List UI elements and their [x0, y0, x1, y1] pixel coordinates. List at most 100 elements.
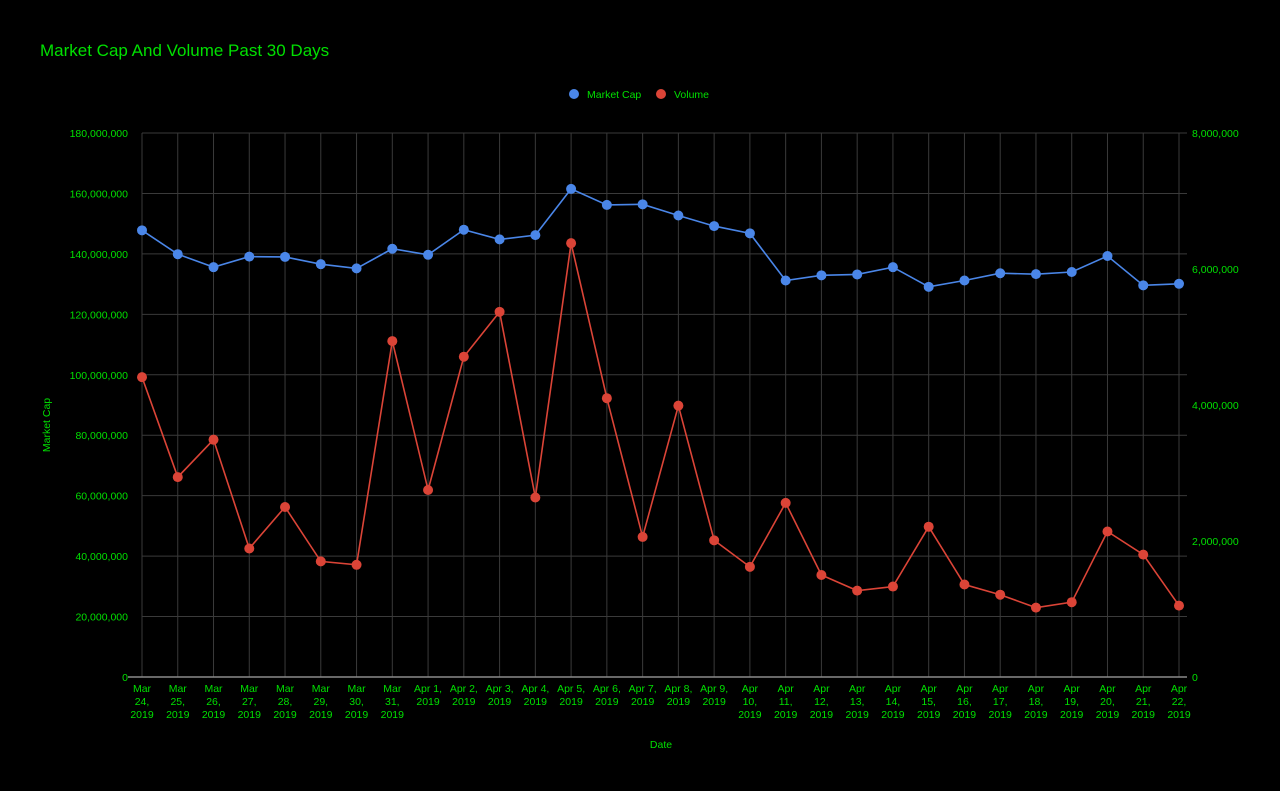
- market-cap-point[interactable]: [530, 230, 541, 241]
- x-tick-label: Apr 15, 2019: [917, 683, 941, 721]
- legend-label-market-cap[interactable]: Market Cap: [587, 89, 641, 101]
- y-left-tick-label: 120,000,000: [70, 309, 129, 321]
- y-left-tick-label: 60,000,000: [75, 491, 128, 503]
- volume-point[interactable]: [351, 559, 362, 570]
- x-tick-label: Mar 25, 2019: [166, 683, 190, 721]
- volume-point[interactable]: [387, 336, 398, 347]
- x-tick-label: Apr 17, 2019: [989, 683, 1013, 721]
- market-cap-point[interactable]: [458, 224, 469, 235]
- x-tick-label: Apr 12, 2019: [810, 683, 834, 721]
- axes: 0 20,000,000 40,000,000 60,000,000 80,000,00…: [70, 128, 1239, 721]
- y-left-tick-label: 160,000,000: [70, 188, 129, 200]
- market-cap-point[interactable]: [208, 262, 219, 273]
- y-left-tick-label: 80,000,000: [75, 430, 128, 442]
- market-cap-point[interactable]: [816, 270, 827, 281]
- volume-point[interactable]: [280, 502, 291, 512]
- x-axis-title: Date: [650, 739, 672, 751]
- volume-point[interactable]: [959, 579, 970, 590]
- x-tick-label: Apr 19, 2019: [1060, 683, 1084, 721]
- volume-point[interactable]: [709, 535, 720, 546]
- volume-point[interactable]: [1030, 602, 1041, 613]
- volume-point[interactable]: [1066, 597, 1077, 608]
- volume-point[interactable]: [423, 485, 434, 495]
- volume-line: [141, 242, 1180, 609]
- market-cap-point[interactable]: [923, 281, 934, 292]
- market-cap-point[interactable]: [1030, 269, 1041, 280]
- market-cap-point[interactable]: [1138, 280, 1149, 291]
- y-right-tick-label: 8,000,000: [1192, 128, 1239, 140]
- volume-point[interactable]: [780, 497, 791, 508]
- market-cap-point[interactable]: [780, 275, 791, 286]
- x-tick-label: Apr 7, 2019: [629, 683, 657, 708]
- volume-point[interactable]: [852, 585, 863, 596]
- volume-point[interactable]: [673, 400, 684, 411]
- legend[interactable]: Market Cap Volume: [569, 89, 709, 101]
- y-right-tick-label: 4,000,000: [1192, 400, 1239, 412]
- legend-label-volume[interactable]: Volume: [674, 89, 709, 101]
- x-tick-label: Apr 18, 2019: [1024, 683, 1048, 721]
- market-cap-point[interactable]: [280, 251, 291, 262]
- x-tick-label: Apr 21, 2019: [1132, 683, 1156, 721]
- market-cap-point[interactable]: [601, 199, 612, 210]
- market-cap-point[interactable]: [852, 269, 863, 280]
- volume-point[interactable]: [995, 589, 1006, 600]
- grid: [141, 132, 1187, 677]
- market-cap-point[interactable]: [423, 249, 434, 260]
- x-tick-label: Apr 1, 2019: [414, 683, 442, 708]
- market-cap-point[interactable]: [387, 243, 398, 254]
- legend-marker-market-cap[interactable]: [569, 89, 579, 99]
- market-cap-point[interactable]: [172, 249, 183, 260]
- volume-point[interactable]: [601, 393, 612, 404]
- x-tick-label: Apr 8, 2019: [664, 683, 692, 708]
- market-cap-point[interactable]: [1174, 278, 1184, 289]
- market-cap-point[interactable]: [959, 275, 970, 286]
- x-tick-label: Apr 3, 2019: [486, 683, 514, 708]
- volume-point[interactable]: [1174, 600, 1184, 611]
- volume-point[interactable]: [637, 531, 648, 542]
- volume-point[interactable]: [744, 561, 755, 572]
- market-cap-point[interactable]: [1066, 267, 1077, 278]
- volume-point[interactable]: [137, 372, 147, 383]
- y-left-tick-label: 100,000,000: [70, 370, 129, 382]
- market-cap-point[interactable]: [709, 221, 720, 232]
- market-cap-point[interactable]: [566, 183, 577, 194]
- volume-point[interactable]: [1102, 526, 1113, 537]
- x-tick-label: Apr 14, 2019: [881, 683, 905, 721]
- volume-point[interactable]: [172, 472, 183, 483]
- volume-point[interactable]: [244, 543, 255, 554]
- y-left-tick-label: 40,000,000: [75, 551, 128, 563]
- market-cap-point[interactable]: [887, 262, 898, 273]
- y-left-tick-label: 20,000,000: [75, 612, 128, 624]
- volume-point[interactable]: [923, 521, 934, 532]
- x-tick-label: Apr 4, 2019: [521, 683, 549, 708]
- legend-marker-volume[interactable]: [656, 89, 666, 99]
- volume-point[interactable]: [530, 492, 541, 503]
- market-cap-point[interactable]: [673, 210, 684, 221]
- x-tick-label: Apr 22, 2019: [1167, 683, 1191, 721]
- x-tick-label: Mar 24, 2019: [130, 683, 154, 721]
- x-tick-label: Apr 5, 2019: [557, 683, 585, 708]
- volume-point[interactable]: [887, 581, 898, 592]
- volume-point[interactable]: [315, 556, 326, 567]
- volume-point[interactable]: [208, 434, 219, 445]
- volume-point[interactable]: [1138, 549, 1149, 560]
- x-tick-label: Apr 16, 2019: [953, 683, 977, 721]
- market-cap-point[interactable]: [744, 228, 755, 239]
- market-cap-point[interactable]: [637, 199, 648, 210]
- volume-point[interactable]: [566, 238, 577, 249]
- market-cap-point[interactable]: [494, 234, 505, 245]
- market-cap-point[interactable]: [995, 268, 1006, 279]
- market-cap-point[interactable]: [137, 225, 147, 236]
- market-cap-point[interactable]: [244, 251, 255, 262]
- volume-point[interactable]: [458, 351, 469, 362]
- market-cap-point[interactable]: [315, 259, 326, 270]
- market-cap-point[interactable]: [351, 263, 362, 274]
- x-tick-label: Apr 13, 2019: [845, 683, 869, 721]
- x-tick-label: Apr 2, 2019: [450, 683, 478, 708]
- series-layer: [137, 183, 1184, 613]
- market-cap-line: [141, 187, 1180, 288]
- volume-point[interactable]: [494, 306, 505, 317]
- market-cap-point[interactable]: [1102, 251, 1113, 262]
- volume-point[interactable]: [816, 570, 827, 580]
